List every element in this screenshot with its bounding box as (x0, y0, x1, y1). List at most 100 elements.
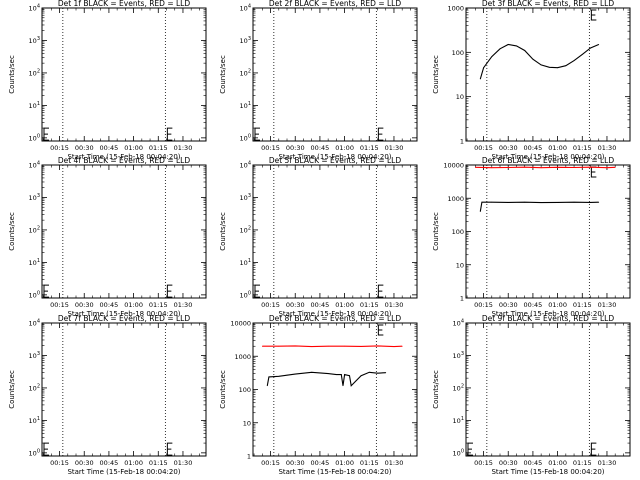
x-tick-label: 00:30 (286, 144, 305, 152)
x-tick-label: 01:15 (573, 144, 592, 152)
x-tick-label: 01:00 (548, 144, 567, 152)
data-point (479, 78, 481, 80)
panel-8: Det 8f BLACK = Events, RED = LLD 1 10 100 10… (219, 314, 418, 476)
data-point (344, 345, 345, 347)
y-tick-label: 100 (452, 49, 464, 57)
y-tick-label: 100 (29, 290, 40, 299)
data-point (598, 201, 600, 203)
panel-7: Det 7f BLACK = Events, RED = LLD 100 101 10… (8, 314, 207, 476)
data-point (327, 345, 329, 347)
panel-6: Det 6f BLACK = Events, RED = LLD 1 10 100 10… (432, 156, 631, 318)
data-point (590, 47, 591, 49)
x-tick-label: 00:30 (499, 301, 518, 309)
data-point (401, 345, 403, 347)
data-point (481, 201, 483, 203)
y-tick-label: 101 (29, 416, 40, 425)
x-tick-label: 01:15 (149, 459, 168, 467)
data-point (268, 376, 270, 378)
x-tick-label: 01:15 (573, 459, 592, 467)
y-tick-label: 101 (29, 258, 40, 267)
data-point (557, 67, 558, 69)
data-point (581, 53, 583, 55)
y-tick-label: 103 (29, 351, 40, 360)
x-tick-label: 00:45 (524, 144, 543, 152)
panel-5: Det 5f BLACK = Events, RED = LLD 100 101 10… (219, 156, 418, 318)
y-tick-label: 1000 (447, 5, 464, 13)
x-tick-label: 01:30 (385, 301, 404, 309)
data-point (479, 211, 481, 212)
data-point (311, 371, 313, 373)
panel-title: Det 8f BLACK = Events, RED = LLD (269, 314, 402, 323)
y-tick-label: 1 (460, 295, 464, 303)
x-axis-label: Start Time (15-Feb-18 00:04:20) (491, 310, 604, 318)
y-axis-label: Counts/sec (219, 212, 227, 251)
y-tick-label: 103 (29, 193, 40, 202)
data-point (350, 385, 352, 387)
x-tick-label: 01:00 (335, 144, 354, 152)
bracket-mark (254, 127, 260, 141)
bracket-mark (254, 284, 260, 298)
y-tick-label: 100 (239, 386, 251, 394)
panel-title: Det 1f BLACK = Events, RED = LLD (58, 0, 191, 8)
x-axis-label: Start Time (15-Feb-18 00:04:20) (278, 310, 391, 318)
plot-frame (41, 7, 207, 142)
x-tick-label: 00:15 (474, 144, 493, 152)
bracket-mark (590, 442, 597, 456)
y-tick-label: 10000 (230, 320, 251, 328)
data-point (349, 375, 350, 377)
series-line (479, 43, 599, 80)
data-point (266, 385, 268, 387)
x-tick-label: 00:15 (50, 144, 69, 152)
plot-frame (465, 7, 631, 142)
panel-title: Det 3f BLACK = Events, RED = LLD (482, 0, 615, 8)
x-tick-label: 01:15 (360, 144, 379, 152)
y-tick-label: 102 (29, 225, 40, 234)
x-tick-label: 01:30 (385, 459, 404, 467)
x-tick-label: 00:45 (311, 301, 330, 309)
y-axis-label: Counts/sec (8, 370, 16, 409)
series-line (475, 166, 616, 169)
data-point (286, 374, 288, 376)
x-tick-label: 01:00 (548, 301, 567, 309)
data-point (340, 374, 342, 376)
data-point (524, 166, 526, 168)
x-tick-label: 00:30 (75, 144, 94, 152)
data-point (491, 56, 493, 58)
x-axis-label: Start Time (15-Feb-18 00:04:20) (491, 153, 604, 161)
data-point (335, 374, 337, 376)
x-axis-label: Start Time (15-Feb-18 00:04:20) (491, 468, 604, 476)
y-tick-label: 102 (29, 383, 40, 392)
x-tick-label: 01:00 (124, 301, 143, 309)
bracket-mark (590, 166, 597, 178)
y-tick-label: 104 (240, 161, 251, 170)
data-point (532, 58, 534, 60)
x-tick-label: 00:45 (311, 459, 330, 467)
data-point (360, 375, 362, 377)
x-tick-label: 00:15 (261, 144, 280, 152)
x-tick-label: 00:30 (499, 459, 518, 467)
x-tick-label: 00:30 (286, 301, 305, 309)
x-tick-label: 01:30 (598, 144, 617, 152)
data-point (294, 345, 296, 347)
panel-title: Det 5f BLACK = Events, RED = LLD (269, 156, 402, 165)
x-tick-label: 01:30 (174, 144, 193, 152)
panel-title: Det 4f BLACK = Events, RED = LLD (58, 156, 191, 165)
bracket-mark (166, 284, 173, 298)
y-tick-label: 104 (453, 319, 464, 328)
x-axis-label: Start Time (15-Feb-18 00:04:20) (278, 153, 391, 161)
y-tick-label: 101 (240, 258, 251, 267)
data-point (557, 202, 558, 203)
data-point (491, 201, 493, 203)
plot-frame (252, 7, 418, 142)
x-tick-label: 01:15 (149, 301, 168, 309)
data-point (360, 345, 362, 347)
data-point (606, 167, 608, 169)
y-axis-label: Counts/sec (432, 370, 440, 409)
data-point (344, 374, 345, 376)
data-point (278, 345, 280, 347)
x-tick-label: 00:15 (50, 459, 69, 467)
data-point (540, 202, 542, 203)
data-point (342, 385, 344, 387)
y-axis-label: Counts/sec (432, 55, 440, 94)
panel-9: Det 9f BLACK = Events, RED = LLD 100 101 10… (432, 314, 631, 476)
